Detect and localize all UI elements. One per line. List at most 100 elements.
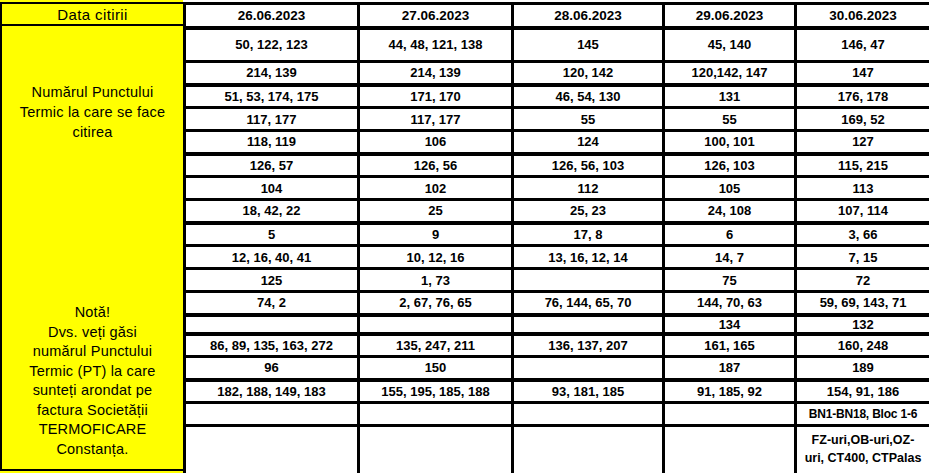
reading-cell: 3, 66 [796,223,929,246]
date-column-header: 26.06.2023 [185,4,359,28]
table-row: FZ-uri,OB-uri,OZ- uri, CT400, CTPalas [185,426,929,473]
reading-cell [513,426,664,473]
reading-cell: 161, 165 [664,334,796,357]
reading-cell: 154, 91, 186 [796,380,929,403]
reading-cell: 105 [664,177,796,200]
reading-cell: 17, 8 [513,223,664,246]
reading-cell: 126, 57 [185,154,359,177]
reading-cell: 214, 139 [185,62,359,85]
table-row: 182, 188, 149, 183155, 195, 185, 18893, … [185,380,929,403]
table-row: 50, 122, 12344, 48, 121, 13814545, 14014… [185,28,929,62]
reading-cell: 189 [796,357,929,380]
reading-cell: 124 [513,131,664,154]
reading-cell: 93, 181, 185 [513,380,664,403]
reading-cell: 18, 42, 22 [185,200,359,223]
reading-cell: 12, 16, 40, 41 [185,246,359,269]
table-row: 214, 139214, 139120, 142120,142, 147147 [185,62,929,85]
reading-cell: 104 [185,177,359,200]
left-panel: Numărul Punctului Termic la care se face… [0,26,183,471]
reading-cell: 117, 177 [359,108,513,131]
table-row: 86, 89, 135, 163, 272135, 247, 211136, 1… [185,334,929,357]
reading-cell: 2, 67, 76, 65 [359,292,513,315]
table-row: 18, 42, 222525, 2324, 108107, 114 [185,200,929,223]
table-row: 96150187189 [185,357,929,380]
table-row: 51, 53, 174, 175171, 17046, 54, 13013117… [185,85,929,108]
reading-date-header-cell: Data citirii [0,2,183,26]
table-row: 104102112105113 [185,177,929,200]
reading-cell [185,426,359,473]
reading-cell: 7, 15 [796,246,929,269]
reading-cell: 144, 70, 63 [664,292,796,315]
reading-cell: 5 [185,223,359,246]
reading-cell: 74, 2 [185,292,359,315]
reading-cell: 14, 7 [664,246,796,269]
reading-cell: 112 [513,177,664,200]
reading-cell: 187 [664,357,796,380]
reading-cell: 6 [664,223,796,246]
table-row: 117, 177117, 1775555169, 52 [185,108,929,131]
reading-cell: 55 [513,108,664,131]
table-row: 5917, 863, 66 [185,223,929,246]
reading-cell [513,403,664,426]
reading-cell: 131 [664,85,796,108]
pt-note-text: Notă! Dvs. veți găsi numărul Punctului T… [29,303,155,459]
reading-cell: 182, 188, 149, 183 [185,380,359,403]
reading-cell: 9 [359,223,513,246]
table-row: BN1-BN18, Bloc 1-6 [185,403,929,426]
reading-cell: 51, 53, 174, 175 [185,85,359,108]
reading-cell: 24, 108 [664,200,796,223]
reading-cell: 147 [796,62,929,85]
reading-cell: 72 [796,269,929,292]
reading-cell: 76, 144, 65, 70 [513,292,664,315]
table-row: 1251, 73 7572 [185,269,929,292]
reading-cell: 86, 89, 135, 163, 272 [185,334,359,357]
reading-cell [185,315,359,334]
date-column-header: 30.06.2023 [796,4,929,28]
table-row: 118, 119106124100, 101127 [185,131,929,154]
table-row: 12, 16, 40, 4110, 12, 1613, 16, 12, 1414… [185,246,929,269]
reading-cell: 150 [359,357,513,380]
reading-cell: 176, 178 [796,85,929,108]
reading-cell: 134 [664,315,796,334]
reading-cell: 160, 248 [796,334,929,357]
reading-cell [664,403,796,426]
reading-cell: 136, 137, 207 [513,334,664,357]
reading-cell: 10, 12, 16 [359,246,513,269]
reading-cell: 118, 119 [185,131,359,154]
reading-date-label: Data citirii [57,6,128,23]
reading-cell: 120, 142 [513,62,664,85]
reading-cell: 126, 56, 103 [513,154,664,177]
reading-cell: 25, 23 [513,200,664,223]
reading-cell [664,426,796,473]
reading-cell: 132 [796,315,929,334]
reading-cell: 59, 69, 143, 71 [796,292,929,315]
table-row: 134132 [185,315,929,334]
reading-cell [359,426,513,473]
reading-cell: 214, 139 [359,62,513,85]
reading-cell: 75 [664,269,796,292]
date-column-header: 27.06.2023 [359,4,513,28]
readings-body: 50, 122, 12344, 48, 121, 13814545, 14014… [185,28,929,473]
date-column-header: 29.06.2023 [664,4,796,28]
reading-cell: 127 [796,131,929,154]
left-yellow-column: Data citirii Numărul Punctului Termic la… [0,0,183,473]
reading-cell: 145 [513,28,664,62]
readings-table-area: 26.06.2023 27.06.2023 28.06.2023 29.06.2… [183,0,929,473]
reading-cell [513,357,664,380]
reading-cell: 102 [359,177,513,200]
reading-cell: FZ-uri,OB-uri,OZ- uri, CT400, CTPalas [796,426,929,473]
reading-cell: 125 [185,269,359,292]
reading-cell: 46, 54, 130 [513,85,664,108]
reading-cell: 106 [359,131,513,154]
reading-cell: 135, 247, 211 [359,334,513,357]
reading-cell: 1, 73 [359,269,513,292]
reading-cell: 44, 48, 121, 138 [359,28,513,62]
pt-number-title: Numărul Punctului Termic la care se face… [20,82,165,142]
reading-cell: 13, 16, 12, 14 [513,246,664,269]
reading-cell: 146, 47 [796,28,929,62]
reading-schedule-page: Data citirii Numărul Punctului Termic la… [0,0,929,473]
reading-cell: 55 [664,108,796,131]
reading-cell [513,269,664,292]
table-row: 74, 22, 67, 76, 6576, 144, 65, 70144, 70… [185,292,929,315]
date-header-row: 26.06.2023 27.06.2023 28.06.2023 29.06.2… [185,4,929,28]
